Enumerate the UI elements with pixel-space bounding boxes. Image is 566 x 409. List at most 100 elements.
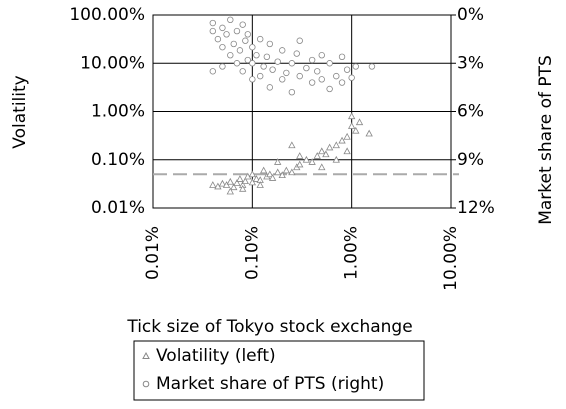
circle-point xyxy=(260,63,267,70)
circle-point xyxy=(352,63,359,70)
circle-point xyxy=(274,58,281,65)
y-axis-label: Volatility xyxy=(10,75,30,148)
plot-frame xyxy=(152,14,452,209)
circle-point xyxy=(242,37,249,44)
triangle-point xyxy=(248,178,257,186)
circle-point xyxy=(209,19,217,27)
x-tick-label: 1.00% xyxy=(342,226,362,280)
triangle-point xyxy=(347,112,356,120)
triangle-point xyxy=(233,179,241,186)
circle-point xyxy=(269,66,276,73)
triangle-point xyxy=(347,122,356,129)
circle-point xyxy=(348,74,355,81)
circle-point xyxy=(338,53,346,61)
circle-point xyxy=(338,79,346,86)
circle-point xyxy=(333,72,340,80)
legend-marker xyxy=(142,380,150,388)
circle-point xyxy=(233,60,241,67)
triangle-point xyxy=(222,181,231,188)
triangle-point xyxy=(282,166,291,174)
triangle-point xyxy=(296,160,304,168)
circle-point xyxy=(239,68,246,75)
triangle-point xyxy=(322,150,330,158)
triangle-point xyxy=(241,177,249,185)
triangle-point xyxy=(256,181,264,188)
triangle-point xyxy=(252,175,261,182)
triangle-point xyxy=(296,152,304,159)
y-tick-label: 10.00% xyxy=(80,53,145,73)
circle-point xyxy=(296,72,303,80)
x-tick-label: 10.00% xyxy=(441,226,461,291)
triangle-point xyxy=(308,158,316,165)
triangle-point xyxy=(288,141,296,149)
circle-point xyxy=(288,88,296,96)
y2-tick-label: 3% xyxy=(457,53,484,73)
triangle-point xyxy=(268,174,277,181)
circle-point xyxy=(318,76,325,83)
circle-point xyxy=(308,56,316,64)
y2-tick-label: 6% xyxy=(457,102,484,122)
legend-box xyxy=(133,340,425,401)
triangle-point xyxy=(332,155,340,163)
circle-point xyxy=(219,43,226,51)
circle-point xyxy=(283,69,290,77)
y2-axis-label: Market share of PTS xyxy=(536,55,556,225)
circle-point xyxy=(343,66,351,73)
circle-point xyxy=(253,52,260,59)
triangle-point xyxy=(325,143,334,151)
circle-point xyxy=(236,47,244,54)
circle-point xyxy=(296,37,303,44)
x-tick-label: 0.10% xyxy=(242,226,262,280)
triangle-point xyxy=(365,129,373,137)
y2-tick-label: 9% xyxy=(457,150,484,170)
circle-point xyxy=(288,60,296,67)
triangle-point xyxy=(259,166,268,174)
triangle-point xyxy=(230,183,238,191)
circle-point xyxy=(279,76,286,83)
circle-point xyxy=(227,52,234,59)
y2-tick-label: 0% xyxy=(457,5,484,25)
circle-point xyxy=(249,43,256,51)
legend-label: Volatility (left) xyxy=(156,346,276,366)
triangle-point xyxy=(343,132,351,140)
triangle-point xyxy=(218,179,227,187)
triangle-point xyxy=(226,177,234,185)
triangle-point xyxy=(313,152,321,159)
triangle-point xyxy=(352,126,360,134)
circle-point xyxy=(293,50,300,57)
circle-point xyxy=(227,16,234,24)
y-tick-label: 0.10% xyxy=(91,150,145,170)
circle-point xyxy=(256,35,264,43)
circle-point xyxy=(244,56,251,64)
y-tick-label: 1.00% xyxy=(91,102,145,122)
circle-point xyxy=(219,63,226,70)
triangle-point xyxy=(226,187,234,195)
triangle-point xyxy=(343,147,351,155)
triangle-point xyxy=(248,170,257,178)
circle-point xyxy=(266,84,274,91)
circle-point xyxy=(256,72,264,80)
circle-point xyxy=(326,60,333,67)
circle-point xyxy=(233,27,241,35)
circle-point xyxy=(314,68,321,75)
legend-label: Market share of PTS (right) xyxy=(156,374,384,394)
triangle-point xyxy=(302,155,311,163)
x-axis-label: Tick size of Tokyo stock exchange xyxy=(126,317,412,337)
triangle-point xyxy=(338,136,346,144)
triangle-point xyxy=(318,147,326,155)
circle-point xyxy=(209,68,217,75)
triangle-point xyxy=(288,168,296,176)
triangle-point xyxy=(318,163,326,171)
triangle-point xyxy=(332,141,340,149)
circle-point xyxy=(223,31,230,38)
y-tick-label: 0.01% xyxy=(91,198,145,218)
circle-point xyxy=(239,21,246,28)
triangle-point xyxy=(274,158,282,165)
triangle-point xyxy=(278,171,286,179)
triangle-point xyxy=(355,118,364,126)
circle-point xyxy=(266,40,274,48)
circle-point xyxy=(230,40,237,48)
circle-point xyxy=(303,64,310,72)
circle-point xyxy=(249,76,256,83)
circle-point xyxy=(263,53,271,61)
